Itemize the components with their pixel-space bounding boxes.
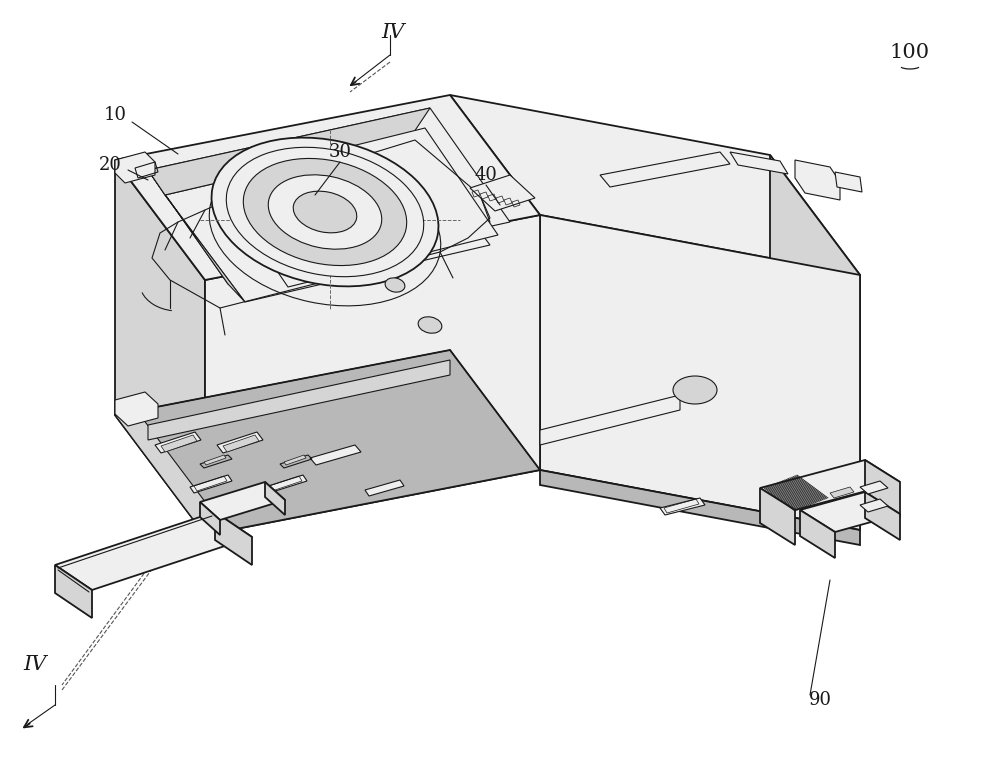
Text: 40: 40 (475, 166, 497, 184)
Polygon shape (865, 460, 900, 517)
Polygon shape (540, 215, 860, 530)
Polygon shape (265, 475, 307, 493)
Polygon shape (865, 492, 900, 540)
Ellipse shape (293, 191, 357, 233)
Polygon shape (284, 455, 306, 465)
Polygon shape (204, 455, 226, 465)
Polygon shape (830, 487, 854, 498)
Polygon shape (835, 172, 862, 192)
Polygon shape (165, 138, 490, 302)
Polygon shape (365, 480, 404, 496)
Polygon shape (161, 435, 197, 452)
Polygon shape (540, 395, 680, 445)
Ellipse shape (418, 317, 442, 333)
Polygon shape (190, 475, 232, 493)
Text: 10: 10 (104, 106, 126, 124)
Polygon shape (200, 482, 285, 520)
Polygon shape (860, 481, 888, 494)
Ellipse shape (226, 148, 424, 276)
Polygon shape (600, 152, 730, 187)
Polygon shape (115, 152, 155, 183)
Polygon shape (115, 415, 230, 535)
Polygon shape (540, 470, 860, 545)
Polygon shape (800, 510, 835, 558)
Polygon shape (205, 215, 540, 535)
Polygon shape (760, 460, 900, 510)
Polygon shape (760, 488, 795, 545)
Text: 20: 20 (99, 156, 121, 174)
Polygon shape (215, 512, 252, 565)
Polygon shape (730, 152, 788, 174)
Polygon shape (770, 155, 860, 530)
Polygon shape (470, 175, 535, 211)
Polygon shape (115, 95, 540, 280)
Ellipse shape (268, 175, 382, 249)
Polygon shape (55, 565, 92, 618)
Polygon shape (200, 502, 220, 535)
Polygon shape (800, 492, 900, 532)
Polygon shape (223, 435, 259, 452)
Polygon shape (450, 95, 860, 275)
Text: IV: IV (381, 23, 405, 41)
Polygon shape (55, 512, 252, 590)
Text: IV: IV (23, 655, 47, 675)
Polygon shape (148, 170, 245, 302)
Polygon shape (215, 128, 498, 287)
Polygon shape (860, 499, 888, 512)
Ellipse shape (385, 278, 405, 292)
Polygon shape (155, 432, 201, 453)
Polygon shape (148, 108, 510, 284)
Polygon shape (115, 392, 158, 426)
Polygon shape (310, 445, 361, 465)
Text: 90: 90 (808, 691, 832, 709)
Text: 30: 30 (328, 143, 352, 161)
Polygon shape (217, 432, 263, 453)
Ellipse shape (243, 159, 407, 266)
Polygon shape (660, 498, 705, 515)
Ellipse shape (673, 376, 717, 404)
Polygon shape (148, 360, 450, 440)
Polygon shape (795, 160, 840, 200)
Polygon shape (148, 108, 430, 195)
Polygon shape (115, 350, 540, 535)
Polygon shape (115, 160, 205, 535)
Ellipse shape (212, 137, 438, 287)
Text: 100: 100 (890, 42, 930, 62)
Polygon shape (265, 482, 285, 515)
